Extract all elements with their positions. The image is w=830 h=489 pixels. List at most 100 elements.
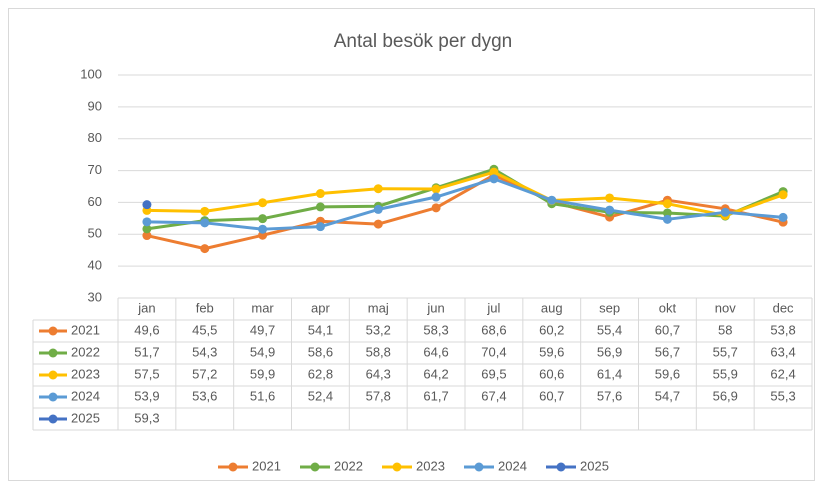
table-cell: 56,9 xyxy=(597,344,622,359)
point-marker xyxy=(142,224,152,234)
series-line xyxy=(146,167,784,231)
table-cell: 53,2 xyxy=(366,322,391,337)
point-marker xyxy=(315,189,325,199)
legend-label: 2022 xyxy=(334,458,363,473)
table-cell: 58,6 xyxy=(308,344,333,359)
table-cell: 59,6 xyxy=(655,366,680,381)
x-tick-label: feb xyxy=(196,300,214,315)
table-cell: 62,4 xyxy=(770,366,795,381)
table-cell: 59,9 xyxy=(250,366,275,381)
table-cell: 58 xyxy=(718,322,732,337)
x-tick-label: nov xyxy=(715,300,736,315)
table-cell: 70,4 xyxy=(481,344,506,359)
point-marker xyxy=(778,212,788,222)
legend-label: 2021 xyxy=(252,458,281,473)
table-cell: 58,3 xyxy=(423,322,448,337)
table-cell: 51,7 xyxy=(134,344,159,359)
x-tick-label: mar xyxy=(251,300,274,315)
y-tick-label: 30 xyxy=(88,289,102,304)
table-cell: 54,9 xyxy=(250,344,275,359)
table-cell: 53,8 xyxy=(770,322,795,337)
point-marker xyxy=(142,217,152,227)
point-marker xyxy=(142,231,152,241)
table-cell: 60,7 xyxy=(539,388,564,403)
point-marker xyxy=(547,195,557,205)
x-tick-label: sep xyxy=(599,300,620,315)
point-marker xyxy=(258,214,268,224)
table-cell: 64,6 xyxy=(423,344,448,359)
table-cell: 63,4 xyxy=(770,344,795,359)
legend-key-marker xyxy=(392,462,402,472)
table-cell: 45,5 xyxy=(192,322,217,337)
x-tick-label: maj xyxy=(368,300,389,315)
table-cell: 60,7 xyxy=(655,322,680,337)
y-tick-label: 70 xyxy=(88,162,102,177)
y-tick-label: 100 xyxy=(80,66,102,81)
table-cell: 59,3 xyxy=(134,410,159,425)
point-marker xyxy=(200,218,210,228)
series-line xyxy=(146,170,784,217)
table-cell: 68,6 xyxy=(481,322,506,337)
table-cell: 64,3 xyxy=(366,366,391,381)
point-marker xyxy=(200,206,210,216)
table-cell: 51,6 xyxy=(250,388,275,403)
table-cell: 60,6 xyxy=(539,366,564,381)
x-tick-label: apr xyxy=(311,300,330,315)
point-marker xyxy=(258,198,268,208)
table-cell: 64,2 xyxy=(423,366,448,381)
point-marker xyxy=(431,184,441,194)
series-line xyxy=(146,177,784,231)
table-key-marker xyxy=(48,392,58,402)
point-marker xyxy=(662,199,672,209)
point-marker xyxy=(315,222,325,232)
y-tick-label: 80 xyxy=(88,130,102,145)
table-cell: 56,9 xyxy=(713,388,738,403)
point-marker xyxy=(373,204,383,214)
table-key-marker xyxy=(48,326,58,336)
table-series-name: 2022 xyxy=(71,344,100,359)
point-marker xyxy=(605,205,615,215)
point-marker xyxy=(315,202,325,212)
x-tick-label: okt xyxy=(659,300,677,315)
table-cell: 54,7 xyxy=(655,388,680,403)
table-cell: 57,8 xyxy=(366,388,391,403)
point-marker xyxy=(605,193,615,203)
point-marker xyxy=(200,244,210,254)
table-series-name: 2025 xyxy=(71,410,100,425)
table-series-name: 2023 xyxy=(71,366,100,381)
x-tick-label: jan xyxy=(137,300,155,315)
table-key-marker xyxy=(48,414,58,424)
point-marker xyxy=(373,219,383,229)
table-cell: 54,3 xyxy=(192,344,217,359)
point-marker xyxy=(142,200,152,210)
legend-label: 2023 xyxy=(416,458,445,473)
point-marker xyxy=(431,192,441,202)
point-marker xyxy=(489,167,499,177)
point-marker xyxy=(431,203,441,213)
table-cell: 61,4 xyxy=(597,366,622,381)
table-series-name: 2021 xyxy=(71,322,100,337)
point-marker xyxy=(720,207,730,217)
table-cell: 61,7 xyxy=(423,388,448,403)
table-cell: 49,7 xyxy=(250,322,275,337)
table-cell: 57,6 xyxy=(597,388,622,403)
table-cell: 52,4 xyxy=(308,388,333,403)
table-cell: 55,3 xyxy=(770,388,795,403)
table-cell: 53,9 xyxy=(134,388,159,403)
table-cell: 55,7 xyxy=(713,344,738,359)
table-cell: 49,6 xyxy=(134,322,159,337)
table-series-name: 2024 xyxy=(71,388,100,403)
chart-title: Antal besök per dygn xyxy=(334,31,513,52)
table-cell: 55,9 xyxy=(713,366,738,381)
table-cell: 55,4 xyxy=(597,322,622,337)
point-marker xyxy=(373,184,383,194)
y-tick-label: 60 xyxy=(88,194,102,209)
point-marker xyxy=(489,174,499,184)
series-line xyxy=(146,173,784,251)
legend-label: 2024 xyxy=(498,458,527,473)
legend-key-marker xyxy=(556,462,566,472)
point-marker xyxy=(662,208,672,218)
x-tick-label: jul xyxy=(486,300,500,315)
chart-border xyxy=(8,8,815,481)
